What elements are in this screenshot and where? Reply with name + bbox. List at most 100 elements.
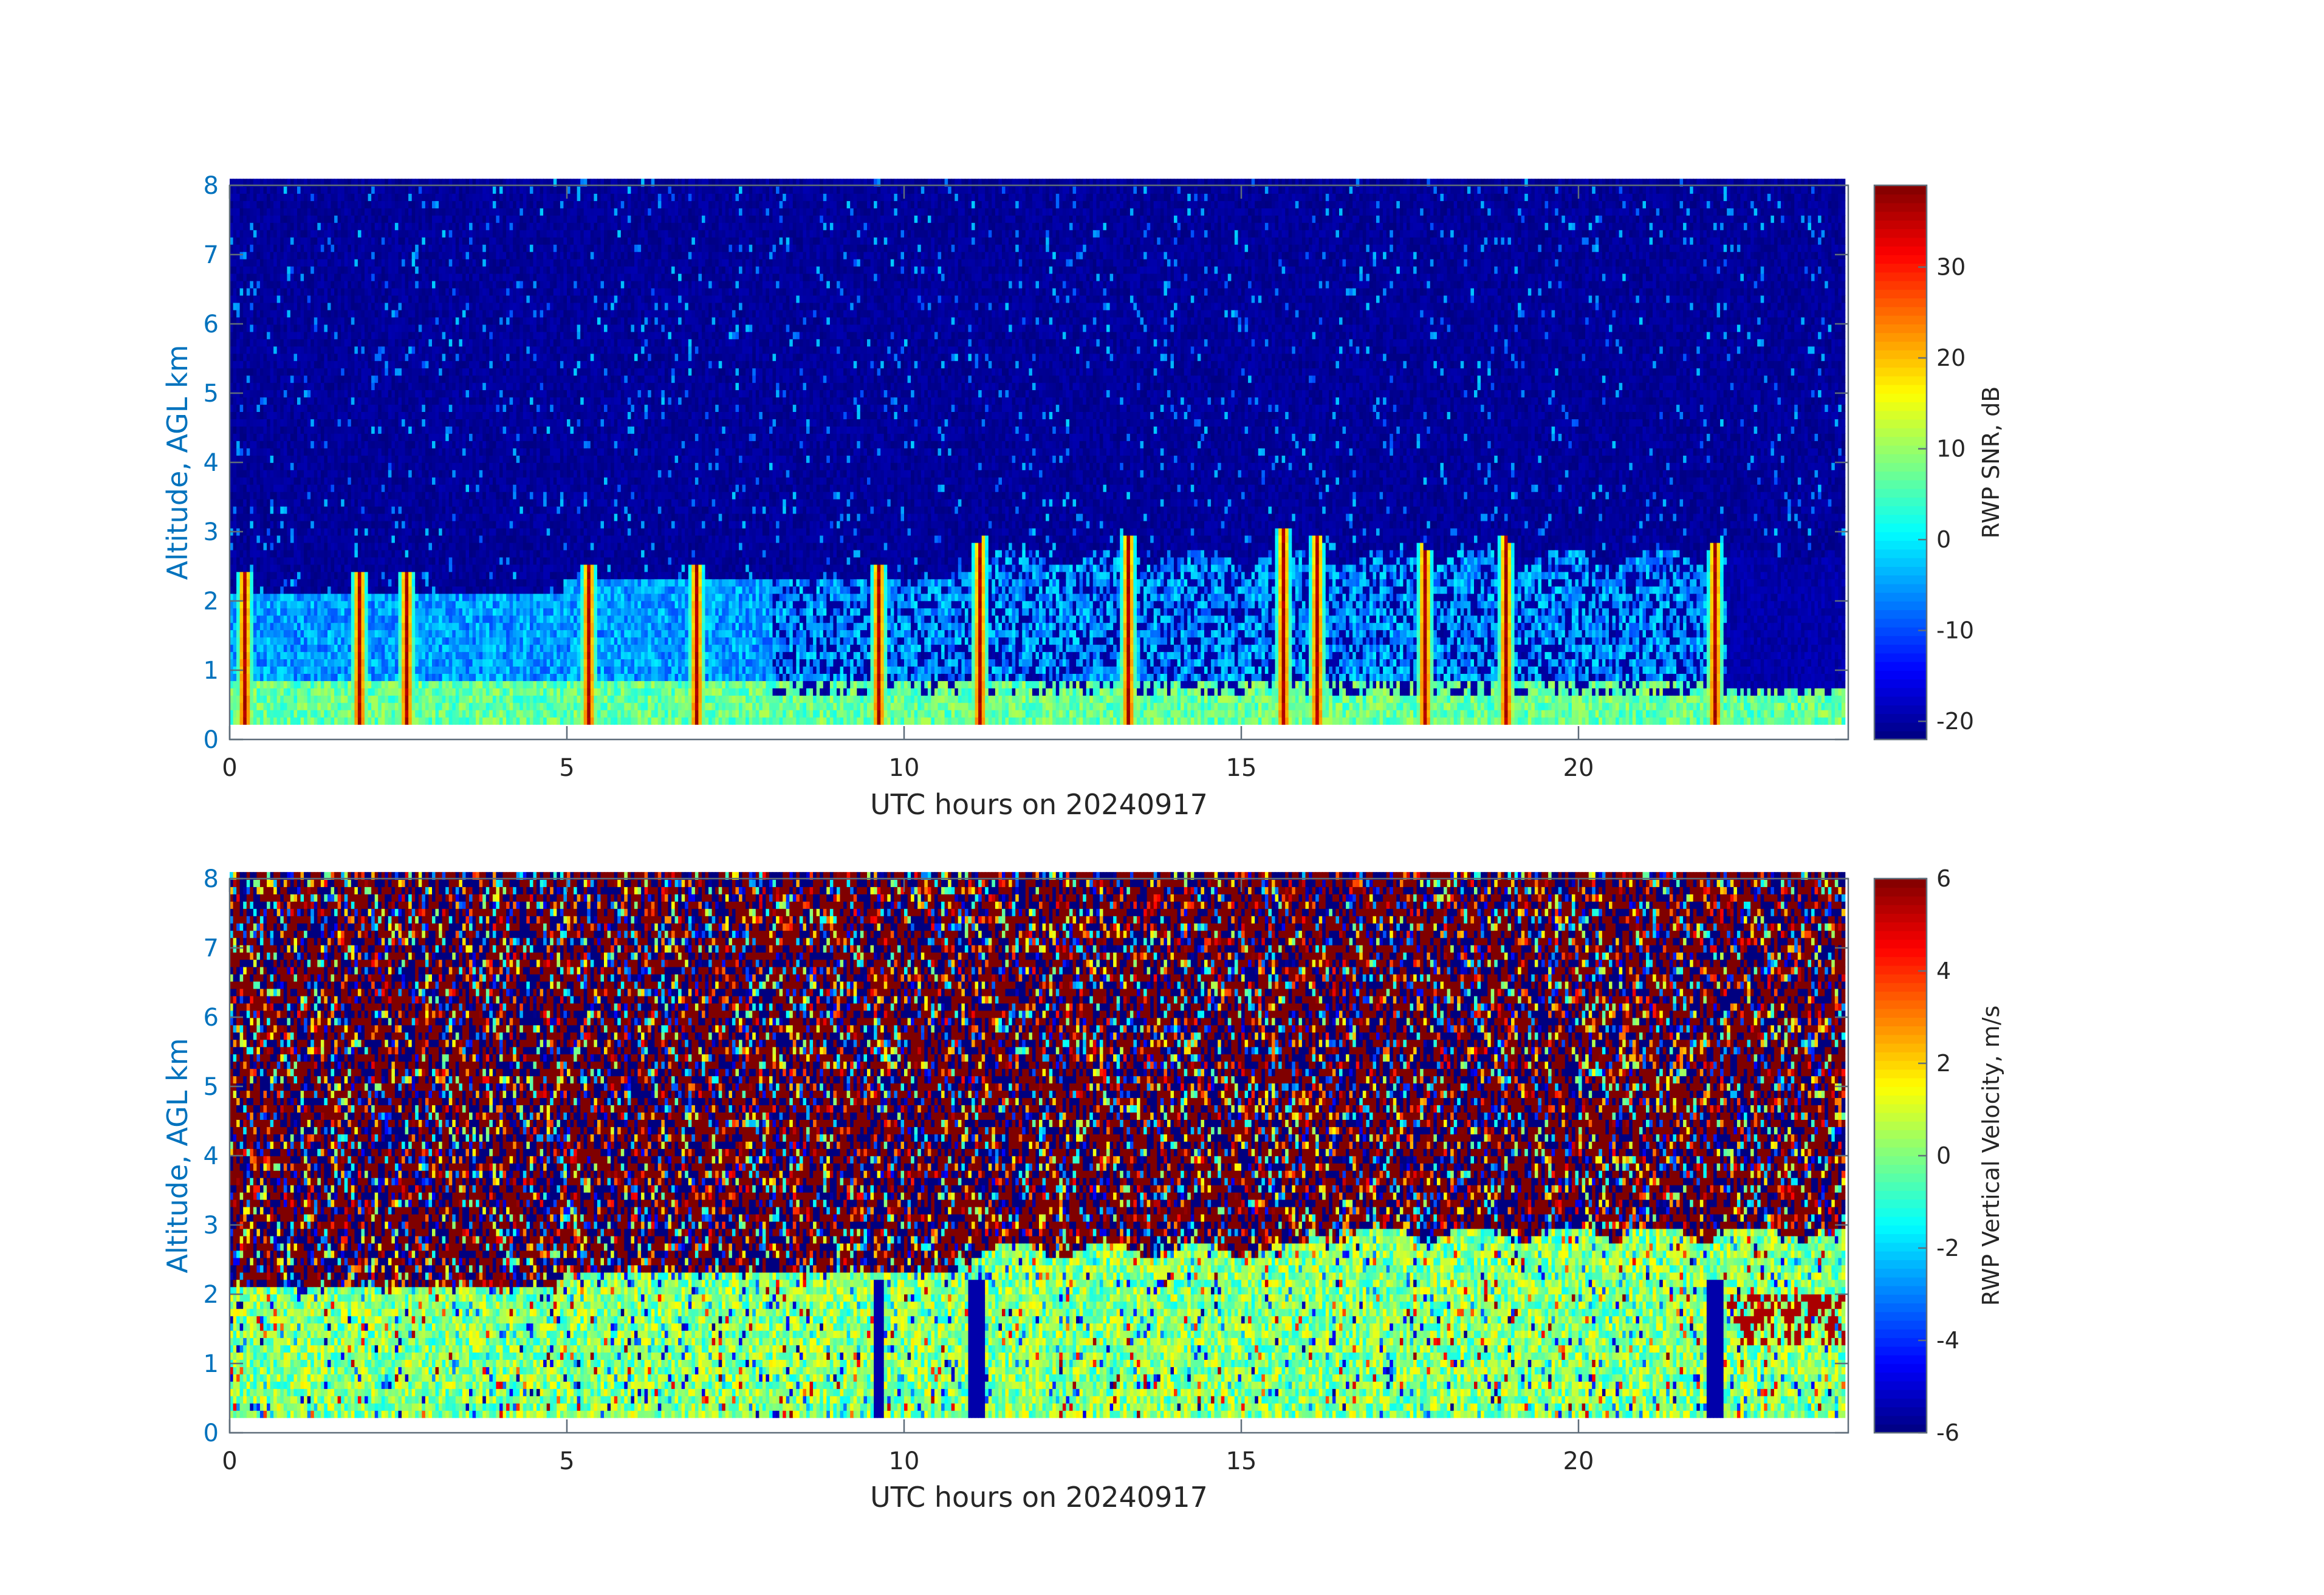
heatmap-cell [253, 717, 257, 725]
heatmap-cell [294, 666, 298, 674]
heatmap-cell [236, 710, 240, 718]
heatmap-cell [273, 295, 277, 303]
heatmap-cell [233, 521, 237, 529]
heatmap-cell [250, 666, 253, 674]
heatmap-cell [280, 193, 284, 201]
heatmap-cell [294, 492, 298, 499]
heatmap-cell [236, 673, 240, 681]
heatmap-cell [290, 433, 294, 441]
heatmap-cell [290, 237, 294, 245]
heatmap-cell [294, 426, 298, 434]
heatmap-cell [247, 433, 250, 441]
heatmap-cell [267, 346, 270, 354]
heatmap-cell [250, 572, 253, 580]
heatmap-cell [243, 281, 247, 289]
heatmap-cell [236, 644, 240, 652]
heatmap-cell [290, 513, 294, 521]
heatmap-cell [284, 295, 287, 303]
heatmap-cell [240, 637, 244, 645]
heatmap-cell [250, 702, 253, 710]
heatmap-cell [297, 528, 301, 536]
heatmap-cell [294, 397, 298, 405]
heatmap-cell [270, 360, 274, 368]
heatmap-cell [273, 455, 277, 463]
heatmap-cell [264, 681, 267, 688]
heatmap-cell [247, 426, 250, 434]
heatmap-cell [253, 368, 257, 376]
heatmap-cell [290, 564, 294, 572]
heatmap-cell [280, 266, 284, 274]
heatmap-cell [287, 564, 290, 572]
heatmap-cell [273, 499, 277, 507]
heatmap-cell [236, 492, 240, 499]
heatmap-cell [236, 702, 240, 710]
heatmap-cell [247, 557, 250, 565]
heatmap-cell [260, 230, 264, 238]
heatmap-cell [260, 346, 264, 354]
heatmap-cell [280, 244, 284, 252]
heatmap-cell [284, 310, 287, 318]
heatmap-cell [264, 550, 267, 558]
heatmap-cell [287, 448, 290, 456]
heatmap-cell [280, 572, 284, 580]
heatmap-cell [280, 608, 284, 616]
heatmap-cell [273, 659, 277, 667]
heatmap-cell [267, 215, 270, 223]
heatmap-cell [256, 579, 260, 587]
heatmap-cell [270, 717, 274, 725]
heatmap-cell [253, 681, 257, 688]
heatmap-cell [280, 455, 284, 463]
heatmap-cell [236, 622, 240, 630]
heatmap-cell [297, 492, 301, 499]
heatmap-cell [243, 564, 247, 572]
heatmap-cell [280, 360, 284, 368]
heatmap-cell [280, 695, 284, 703]
heatmap-cell [247, 455, 250, 463]
heatmap-cell [240, 651, 244, 659]
heatmap-cell [240, 579, 244, 587]
heatmap-cell [243, 433, 247, 441]
heatmap-cell [256, 324, 260, 332]
heatmap-cell [260, 586, 264, 594]
heatmap-cell [270, 477, 274, 485]
heatmap-cell [243, 688, 247, 696]
heatmap-cell [256, 252, 260, 259]
heatmap-cell [277, 339, 281, 347]
heatmap-cell [233, 332, 237, 340]
heatmap-cell [247, 310, 250, 318]
heatmap-cell [247, 448, 250, 456]
heatmap-cell [267, 513, 270, 521]
heatmap-cell [256, 397, 260, 405]
heatmap-cell [290, 419, 294, 427]
heatmap-cell [253, 579, 257, 587]
heatmap-cell [256, 557, 260, 565]
heatmap-cell [277, 397, 281, 405]
heatmap-cell [270, 659, 274, 667]
heatmap-cell [256, 426, 260, 434]
heatmap-cell [256, 382, 260, 390]
heatmap-cell [294, 557, 298, 565]
heatmap-cell [284, 389, 287, 397]
heatmap-cell [240, 702, 244, 710]
heatmap-cell [247, 681, 250, 688]
heatmap-cell [233, 695, 237, 703]
heatmap-cell [236, 244, 240, 252]
heatmap-cell [250, 339, 253, 347]
heatmap-cell [290, 273, 294, 281]
heatmap-cell [243, 368, 247, 376]
heatmap-cell [260, 535, 264, 543]
heatmap-cell [297, 353, 301, 361]
heatmap-cell [267, 594, 270, 602]
heatmap-cell [284, 426, 287, 434]
heatmap-cell [247, 222, 250, 230]
heatmap-cell [236, 484, 240, 492]
heatmap-cell [267, 382, 270, 390]
heatmap-cell [270, 710, 274, 718]
heatmap-cell [240, 564, 244, 572]
heatmap-cell [294, 259, 298, 267]
heatmap-cell [240, 462, 244, 470]
heatmap-cell [284, 382, 287, 390]
heatmap-cell [260, 244, 264, 252]
heatmap-cell [273, 622, 277, 630]
heatmap-cell [264, 695, 267, 703]
